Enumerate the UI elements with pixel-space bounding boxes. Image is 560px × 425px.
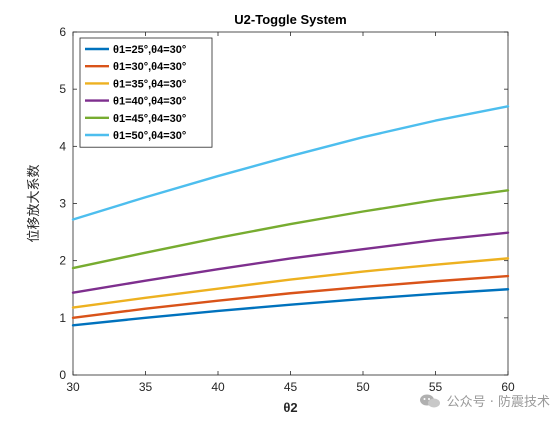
watermark-text: 公众号 · 防震技术: [446, 395, 550, 410]
series-line: [71, 288, 510, 327]
series-line: [71, 189, 510, 270]
x-tick-label: 35: [139, 380, 153, 394]
x-tick-label: 50: [356, 380, 370, 394]
wechat-icon: [419, 394, 440, 407]
y-tick-label: 4: [59, 139, 66, 153]
legend-label: θ1=25°,θ4=30°: [113, 44, 186, 56]
watermark: 公众号 · 防震技术: [419, 391, 550, 410]
y-tick-label: 5: [59, 82, 66, 96]
legend-label: θ1=50°,θ4=30°: [113, 130, 186, 142]
y-tick-label: 2: [59, 254, 66, 268]
legend-label: θ1=35°,θ4=30°: [113, 78, 186, 90]
y-tick-label: 6: [59, 25, 66, 39]
series-line: [71, 105, 510, 221]
y-tick-label: 3: [59, 197, 66, 211]
x-axis-label: θ2: [283, 400, 297, 415]
series-line: [71, 274, 510, 320]
series-line: [71, 257, 510, 309]
y-tick-label: 1: [59, 311, 66, 325]
legend-label: θ1=30°,θ4=30°: [113, 61, 186, 73]
legend-label: θ1=40°,θ4=30°: [113, 96, 186, 108]
x-tick-label: 60: [501, 380, 515, 394]
x-tick-label: 30: [66, 380, 80, 394]
x-tick-label: 55: [429, 380, 443, 394]
chart-title: U2-Toggle System: [234, 12, 346, 27]
y-tick-label: 0: [59, 368, 66, 382]
y-axis-label: 位移放大系数: [26, 164, 41, 242]
legend-label: θ1=45°,θ4=30°: [113, 113, 186, 125]
x-tick-label: 40: [211, 380, 225, 394]
legend-box: [79, 37, 213, 148]
series-line: [71, 231, 510, 294]
x-tick-label: 45: [284, 380, 298, 394]
